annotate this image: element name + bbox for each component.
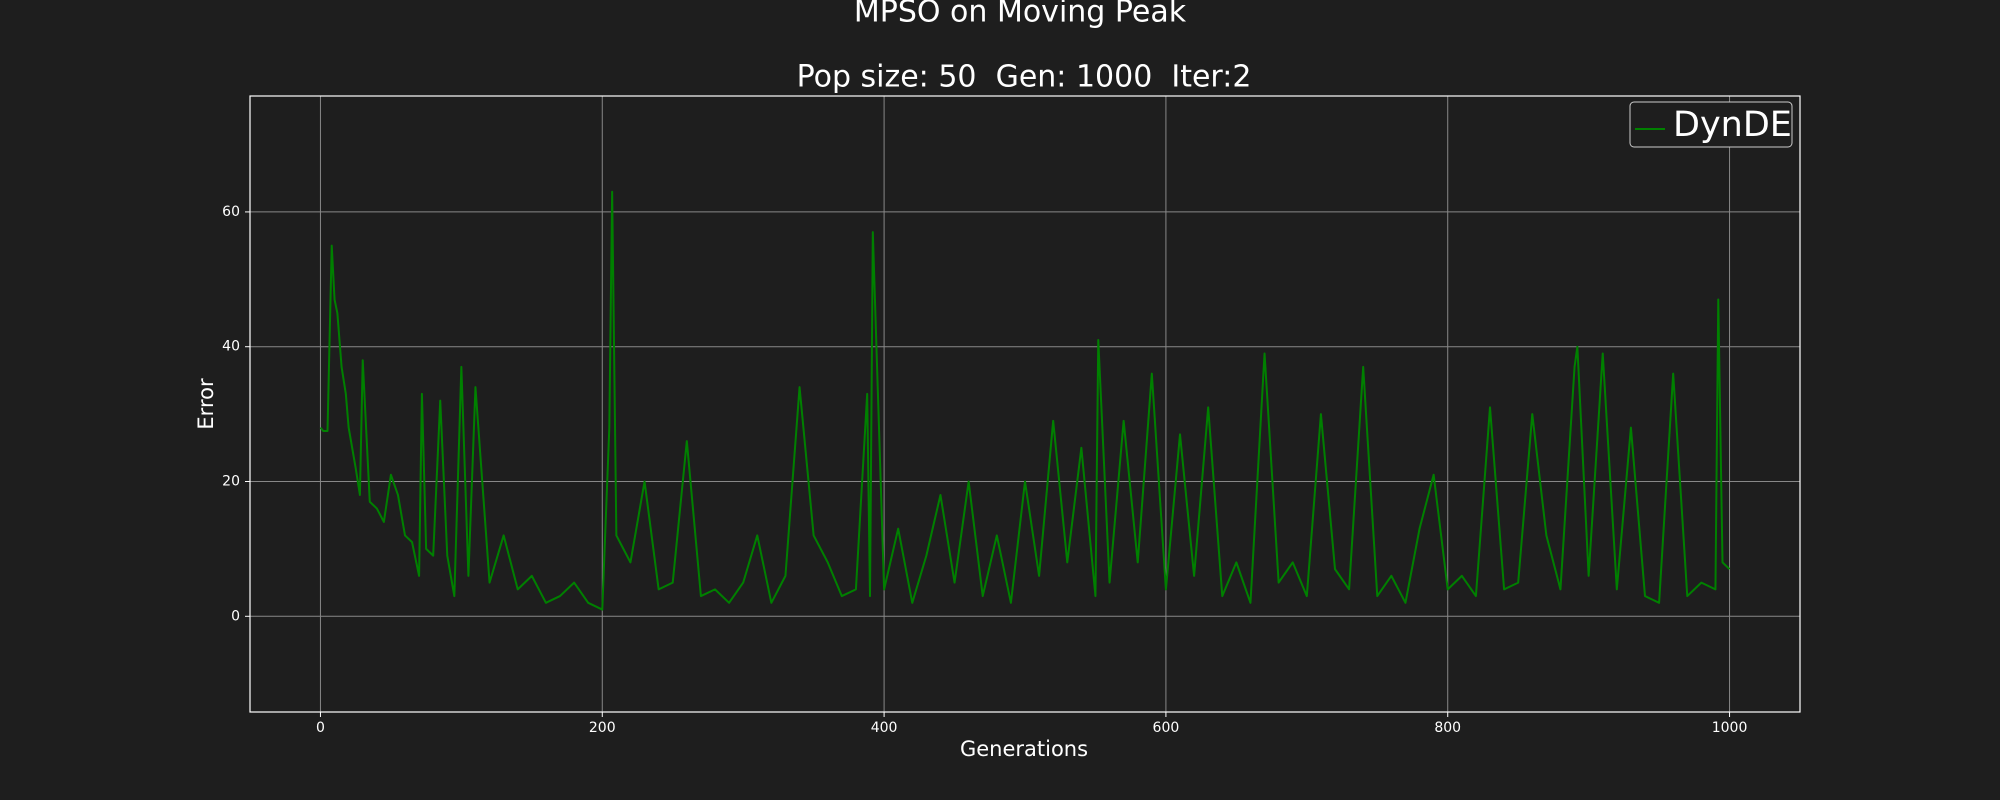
legend-box (1629, 101, 1793, 148)
y-tick-label: 40 (222, 339, 240, 355)
x-tick-label: 1000 (1712, 720, 1748, 736)
x-tick-label: 800 (1434, 720, 1461, 736)
chart-subtitle: Pop size: 50 Gen: 1000 Iter:2 (797, 60, 1252, 95)
x-tick-label: 0 (316, 720, 325, 736)
y-axis-label: Error (194, 378, 218, 430)
chart-title: MPSO on Moving Peak (854, 0, 1187, 30)
y-tick-label: 20 (222, 474, 240, 490)
x-tick-label: 200 (589, 720, 616, 736)
data-line (319, 190, 1731, 611)
y-tick-label: 60 (222, 204, 240, 220)
x-tick-label: 400 (871, 720, 898, 736)
x-tick-label: 600 (1153, 720, 1180, 736)
y-tick-label: 0 (231, 608, 240, 624)
plot-frame (249, 95, 1801, 713)
legend-label: DynDE (1673, 105, 1792, 145)
x-axis-label: Generations (960, 737, 1088, 761)
